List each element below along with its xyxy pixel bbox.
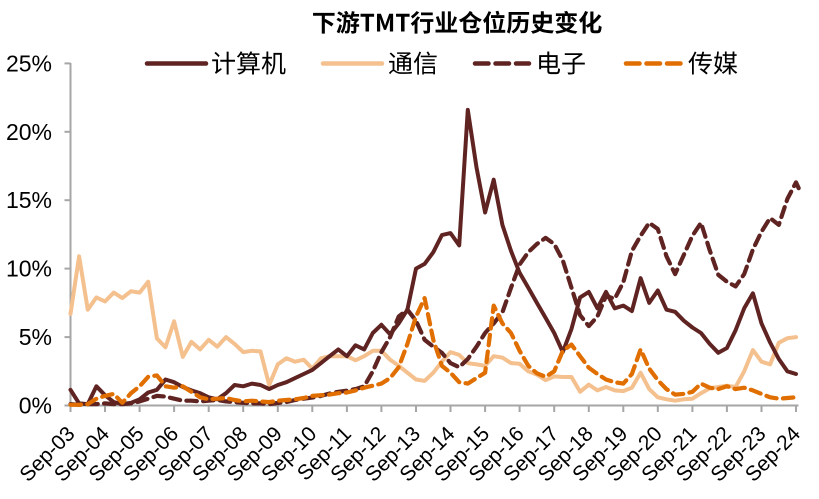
svg-text:5%: 5% [19,324,52,350]
svg-text:20%: 20% [6,119,52,145]
svg-text:25%: 25% [6,50,52,76]
svg-text:15%: 15% [6,187,52,213]
svg-text:10%: 10% [6,256,52,282]
svg-text:0%: 0% [19,393,52,419]
